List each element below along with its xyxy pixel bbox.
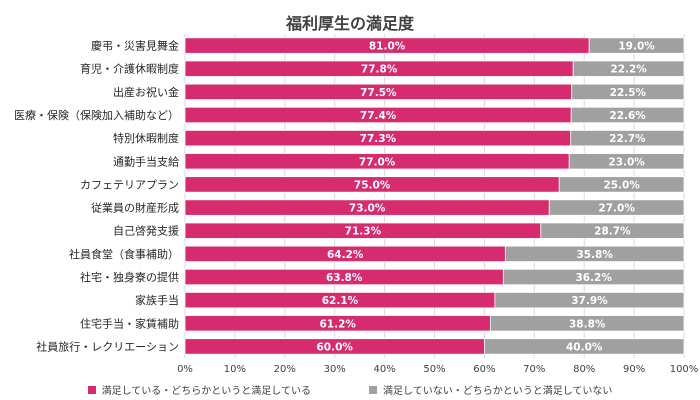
bar-not-satisfied: [483, 338, 685, 355]
data-label: 40.0%: [566, 341, 603, 353]
category-label: 家族手当: [135, 293, 179, 307]
category-label: 従業員の財産形成: [91, 201, 179, 215]
legend-label-satisfied: 満足している・どちらかというと満足している: [101, 386, 311, 397]
data-label: 62.1%: [322, 295, 359, 307]
data-label: 22.2%: [610, 64, 647, 76]
data-label: 64.2%: [327, 249, 364, 261]
x-tick-label: 90%: [623, 364, 645, 375]
category-label: 社員旅行・レクリエーション: [36, 339, 179, 353]
data-label: 28.7%: [594, 226, 631, 238]
data-label: 19.0%: [618, 41, 655, 53]
data-label: 77.8%: [361, 64, 398, 76]
x-tick-label: 50%: [423, 364, 445, 375]
data-label: 22.6%: [609, 110, 646, 122]
x-tick-label: 80%: [573, 364, 595, 375]
bar-not-satisfied: [489, 315, 685, 332]
category-label: 育児・介護休暇制度: [80, 62, 179, 76]
category-label: 通勤手当支給: [113, 154, 179, 168]
data-label: 35.8%: [576, 249, 613, 261]
category-label: 出産お祝い金: [113, 85, 179, 99]
x-tick-label: 30%: [324, 364, 346, 375]
category-label: 自己啓発支援: [113, 224, 179, 238]
category-label: 社宅・独身寮の提供: [80, 270, 179, 284]
bar-not-satisfied: [548, 199, 685, 216]
bar-not-satisfied: [571, 83, 685, 101]
data-label: 63.8%: [326, 272, 363, 284]
chart-legend: 満足している・どちらかというと満足している 満足していない・どちらかというと満足…: [0, 382, 700, 397]
category-label: 住宅手当・家賃補助: [80, 316, 179, 330]
legend-swatch-satisfied: [87, 385, 96, 394]
bar-not-satisfied: [570, 129, 685, 147]
data-label: 60.0%: [316, 341, 353, 353]
data-label: 22.7%: [609, 133, 646, 145]
chart-title: 福利厚生の満足度: [285, 14, 414, 33]
x-tick-label: 40%: [373, 364, 395, 375]
x-tick-label: 20%: [274, 364, 296, 375]
x-tick-label: 60%: [473, 364, 495, 375]
bar-not-satisfied: [494, 291, 685, 309]
data-label: 77.4%: [360, 110, 397, 122]
data-label: 81.0%: [369, 41, 406, 53]
category-label: 医療・保険（保険加入補助など）: [14, 108, 179, 122]
data-label: 71.3%: [345, 226, 382, 238]
category-label: 慶弔・災害見舞金: [91, 39, 179, 53]
data-label: 27.0%: [598, 203, 635, 215]
bar-not-satisfied: [572, 60, 685, 77]
data-label: 25.0%: [603, 179, 640, 191]
data-label: 73.0%: [349, 203, 386, 215]
bar-not-satisfied: [502, 268, 685, 286]
data-label: 75.0%: [354, 179, 391, 191]
data-label: 61.2%: [319, 318, 356, 330]
x-tick-label: 70%: [523, 364, 545, 375]
legend-item-satisfied: 満足している・どちらかというと満足している: [87, 382, 311, 397]
category-label: カフェテリアプラン: [80, 178, 179, 191]
data-label: 77.0%: [359, 156, 396, 168]
category-label: 特別休暇制度: [113, 131, 179, 145]
x-tick-label: 100%: [670, 364, 699, 375]
legend-label-not-satisfied: 満足していない・どちらかというと満足していない: [383, 386, 613, 397]
data-label: 22.5%: [610, 87, 647, 99]
bar-not-satisfied: [588, 37, 685, 54]
bar-not-satisfied: [540, 222, 685, 239]
legend-item-not-satisfied: 満足していない・どちらかというと満足していない: [369, 382, 612, 397]
bar-not-satisfied: [504, 245, 685, 263]
bar-not-satisfied: [570, 106, 685, 124]
legend-swatch-not-satisfied: [369, 385, 377, 394]
x-tick-label: 10%: [224, 364, 246, 375]
data-label: 77.5%: [360, 87, 397, 99]
data-label: 37.9%: [571, 295, 608, 307]
data-label: 77.3%: [360, 133, 397, 145]
bar-not-satisfied: [558, 176, 685, 193]
data-label: 36.2%: [575, 272, 612, 284]
data-label: 38.8%: [569, 318, 606, 330]
x-tick-label: 0%: [177, 364, 193, 375]
category-label: 社員食堂（食事補助）: [69, 247, 179, 261]
data-label: 23.0%: [608, 156, 645, 168]
bar-not-satisfied: [568, 153, 685, 170]
